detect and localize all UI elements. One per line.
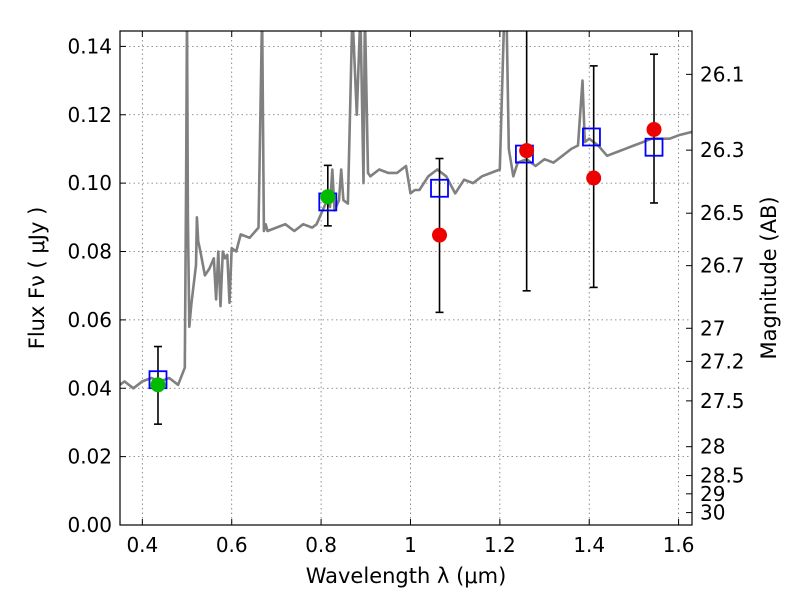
model-photometry-square <box>644 137 664 157</box>
y-tick-label: 0.12 <box>67 103 112 127</box>
mag-tick-label: 27.2 <box>700 349 745 373</box>
y-tick-label: 0.08 <box>67 240 112 264</box>
x-tick-label: 1 <box>404 533 417 557</box>
flux-point <box>320 189 336 205</box>
mag-tick-label: 28.5 <box>700 464 745 488</box>
flux-point <box>586 170 602 186</box>
mag-tick-label: 26.3 <box>700 138 745 162</box>
plot-area <box>120 31 692 425</box>
mag-tick-label: 26.7 <box>700 254 745 278</box>
mag-tick-label: 28 <box>700 435 725 459</box>
flux-point <box>432 227 448 243</box>
ticks: 0.4 0.6 0.8 1 1.2 1.4 1.6 0.00 0.02 0.04 0.06 0.08 0… <box>67 31 745 557</box>
model-photometry-square <box>582 127 601 147</box>
mag-tick-label: 29 <box>700 482 725 506</box>
plot-frame <box>119 30 693 526</box>
y-tick-label: 0.10 <box>67 171 112 195</box>
model-photometry-square <box>430 178 449 198</box>
mag-tick-label: 26.5 <box>700 201 745 225</box>
flux-point <box>150 377 166 393</box>
y-tick-label: 0.00 <box>67 513 112 537</box>
flux-point <box>519 143 535 159</box>
mag-tick-label: 27.5 <box>700 389 745 413</box>
x-tick-label: 0.4 <box>126 533 158 557</box>
x-tick-label: 0.6 <box>216 533 248 557</box>
spectrum-line <box>120 31 692 390</box>
x-axis-label: Wavelength λ (μm) <box>306 564 507 588</box>
y-tick-label: 0.14 <box>67 34 112 58</box>
x-tick-label: 1.2 <box>484 533 516 557</box>
mag-tick-label: 30 <box>700 501 725 525</box>
y-tick-label: 0.06 <box>67 308 112 332</box>
flux-point <box>646 121 662 137</box>
mag-tick-label: 26.1 <box>700 62 745 86</box>
y-axis-label: Flux Fν ( μJy ) <box>25 207 49 350</box>
x-tick-label: 1.4 <box>573 533 605 557</box>
x-tick-label: 0.8 <box>305 533 337 557</box>
y-tick-label: 0.02 <box>67 445 112 469</box>
mag-tick-label: 27 <box>700 316 725 340</box>
y2-axis-label: Magnitude (AB) <box>757 196 781 359</box>
x-tick-label: 1.6 <box>663 533 695 557</box>
y-tick-label: 0.04 <box>67 376 112 400</box>
axes <box>119 30 693 526</box>
